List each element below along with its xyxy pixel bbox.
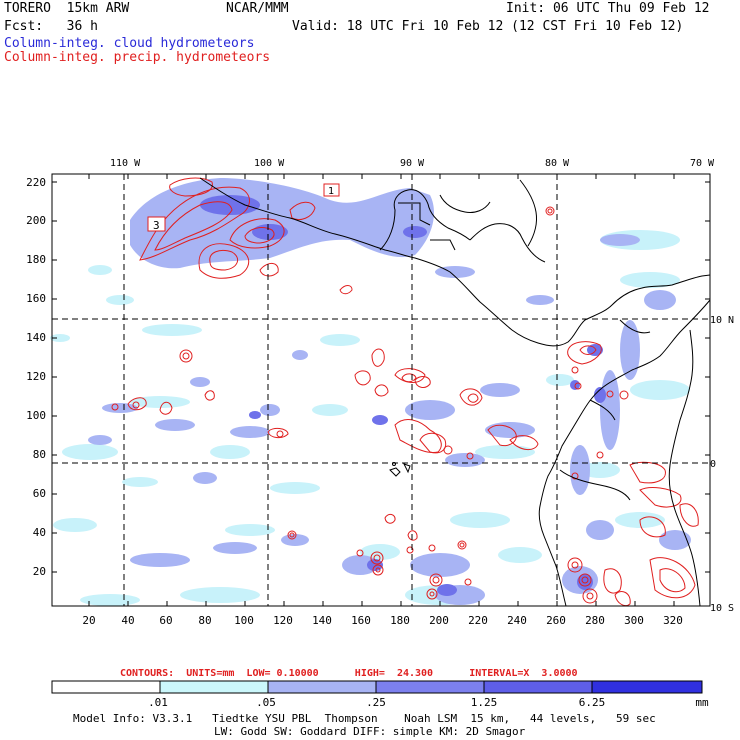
org-label: NCAR/MMM — [226, 1, 289, 16]
y-tick-140: 140 — [26, 331, 46, 344]
colorbar-seg-4 — [484, 681, 592, 693]
colorbar-label-001: .01 — [148, 696, 168, 709]
lon-label-90w: 90 W — [400, 158, 425, 169]
lat-lon-grid — [52, 174, 710, 606]
x-tick-140: 140 — [312, 614, 332, 627]
colorbar-seg-2 — [268, 681, 376, 693]
x-tick-200: 200 — [429, 614, 449, 627]
y-tick-40: 40 — [33, 526, 46, 539]
physics-info: LW: Godd SW: Goddard DIFF: simple KM: 2D… — [214, 725, 526, 738]
field-label-precip: Column-integ. precip. hydrometeors — [4, 50, 271, 65]
y-tick-100: 100 — [26, 409, 46, 422]
valid-time: Valid: 18 UTC Fri 10 Feb 12 (12 CST Fri … — [292, 19, 684, 34]
x-tick-300: 300 — [624, 614, 644, 627]
lon-label-100w: 100 W — [254, 158, 285, 169]
x-tick-260: 260 — [546, 614, 566, 627]
colorbar: .01 .05 .25 1.25 6.25 mm — [51, 680, 709, 709]
y-tick-180: 180 — [26, 253, 46, 266]
lon-label-110w: 110 W — [110, 158, 141, 169]
lon-label-70w: 70 W — [690, 158, 715, 169]
x-tick-160: 160 — [351, 614, 371, 627]
contour-info: CONTOURS: UNITS=mm LOW= 0.10000 HIGH= 24… — [120, 668, 578, 679]
colorbar-label-005: .05 — [256, 696, 276, 709]
x-tick-220: 220 — [468, 614, 488, 627]
y-tick-80: 80 — [33, 448, 46, 461]
colorbar-seg-1 — [160, 681, 268, 693]
x-tick-180: 180 — [390, 614, 410, 627]
x-tick-60: 60 — [159, 614, 172, 627]
x-tick-40: 40 — [121, 614, 134, 627]
x-tick-100: 100 — [234, 614, 254, 627]
colorbar-label-025: .25 — [366, 696, 386, 709]
box-label-1: 1 — [328, 186, 334, 197]
x-tick-240: 240 — [507, 614, 527, 627]
lon-label-80w: 80 W — [545, 158, 570, 169]
box-label-3: 3 — [153, 219, 160, 232]
x-tick-80: 80 — [198, 614, 211, 627]
colorbar-seg-3 — [376, 681, 484, 693]
map-frame — [51, 173, 711, 607]
init-time: Init: 06 UTC Thu 09 Feb 12 — [506, 1, 710, 16]
x-tick-320: 320 — [663, 614, 683, 627]
colorbar-seg-5 — [592, 681, 702, 693]
tick-marks — [52, 174, 710, 606]
y-tick-200: 200 — [26, 214, 46, 227]
colorbar-seg-0 — [52, 681, 160, 693]
lat-label-0: 0 — [710, 459, 716, 470]
field-label-cloud: Column-integ. cloud hydrometeors — [4, 36, 255, 51]
subdomain-boxes: 3 1 — [147, 183, 340, 232]
colorbar-units: mm — [695, 696, 709, 709]
precip-contours — [111, 177, 699, 607]
colorbar-label-125: 1.25 — [471, 696, 498, 709]
y-tick-120: 120 — [26, 370, 46, 383]
y-tick-60: 60 — [33, 487, 46, 500]
y-tick-20: 20 — [33, 565, 46, 578]
cloud-shading — [50, 178, 691, 606]
x-tick-280: 280 — [585, 614, 605, 627]
x-tick-20: 20 — [82, 614, 95, 627]
lat-label-10n: 10 N — [710, 315, 734, 326]
x-tick-120: 120 — [273, 614, 293, 627]
y-tick-220: 220 — [26, 176, 46, 189]
model-info: Model Info: V3.3.1 Tiedtke YSU PBL Thomp… — [73, 712, 656, 725]
y-tick-160: 160 — [26, 292, 46, 305]
model-name: TORERO 15km ARW — [4, 1, 130, 16]
lat-label-10s: 10 S — [710, 603, 734, 614]
colorbar-label-625: 6.25 — [579, 696, 606, 709]
forecast-hour: Fcst: 36 h — [4, 19, 98, 34]
